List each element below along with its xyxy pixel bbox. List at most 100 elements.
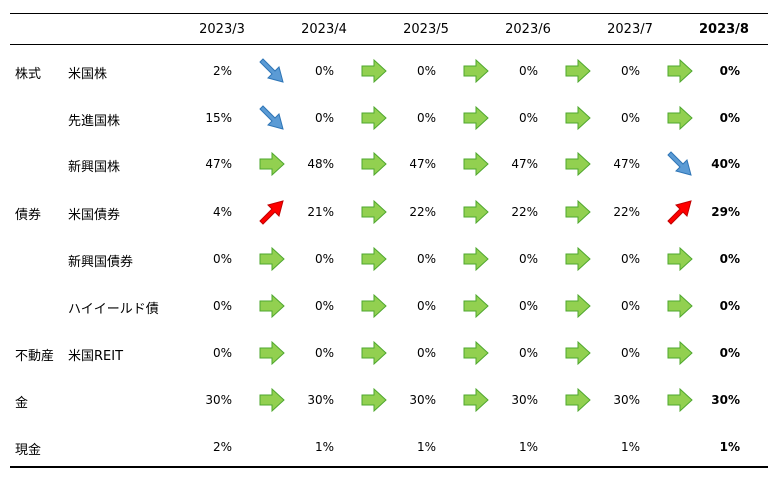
column-header: 2023/6	[505, 22, 551, 37]
value-cell: 0%	[719, 299, 740, 313]
value-cell: 2%	[212, 64, 232, 78]
value-cell: 40%	[711, 157, 740, 171]
value-cell: 22%	[613, 205, 640, 219]
value-cell: 0%	[620, 252, 640, 266]
value-cell: 22%	[409, 205, 436, 219]
right-arrow-icon	[258, 386, 286, 414]
right-arrow-icon	[462, 150, 490, 178]
value-cell: 0%	[212, 252, 232, 266]
table-top-rule	[10, 13, 768, 14]
value-cell: 30%	[409, 393, 436, 407]
value-cell: 0%	[314, 346, 334, 360]
right-arrow-icon	[360, 198, 388, 226]
value-cell: 0%	[719, 111, 740, 125]
value-cell: 0%	[518, 252, 538, 266]
value-cell: 30%	[613, 393, 640, 407]
value-cell: 0%	[212, 346, 232, 360]
down-right-arrow-icon	[666, 150, 694, 178]
value-cell: 47%	[613, 157, 640, 171]
right-arrow-icon	[666, 104, 694, 132]
right-arrow-icon	[666, 245, 694, 273]
value-cell: 0%	[416, 299, 436, 313]
category-label: 株式	[15, 67, 42, 82]
right-arrow-icon	[258, 339, 286, 367]
right-arrow-icon	[360, 386, 388, 414]
right-arrow-icon	[462, 245, 490, 273]
value-cell: 0%	[518, 64, 538, 78]
value-cell: 0%	[620, 346, 640, 360]
right-arrow-icon	[462, 339, 490, 367]
right-arrow-icon	[462, 292, 490, 320]
right-arrow-icon	[666, 386, 694, 414]
right-arrow-icon	[564, 198, 592, 226]
value-cell: 48%	[307, 157, 334, 171]
value-cell: 22%	[511, 205, 538, 219]
right-arrow-icon	[564, 339, 592, 367]
right-arrow-icon	[462, 57, 490, 85]
value-cell: 0%	[719, 64, 740, 78]
value-cell: 30%	[205, 393, 232, 407]
column-header: 2023/5	[403, 22, 449, 37]
right-arrow-icon	[462, 386, 490, 414]
right-arrow-icon	[258, 245, 286, 273]
down-right-arrow-icon	[258, 57, 286, 85]
table-header-rule	[10, 44, 768, 45]
value-cell: 1%	[416, 440, 436, 454]
category-label: 不動産	[15, 349, 55, 364]
right-arrow-icon	[258, 150, 286, 178]
asset-label: 先進国株	[68, 114, 121, 129]
right-arrow-icon	[360, 245, 388, 273]
value-cell: 0%	[416, 64, 436, 78]
right-arrow-icon	[666, 292, 694, 320]
value-cell: 21%	[307, 205, 334, 219]
value-cell: 0%	[518, 111, 538, 125]
column-header: 2023/3	[199, 22, 245, 37]
asset-label: 米国株	[68, 67, 108, 82]
value-cell: 47%	[205, 157, 232, 171]
right-arrow-icon	[564, 150, 592, 178]
right-arrow-icon	[360, 57, 388, 85]
value-cell: 0%	[620, 299, 640, 313]
value-cell: 29%	[711, 205, 740, 219]
asset-label: 米国REIT	[68, 349, 124, 364]
value-cell: 1%	[620, 440, 640, 454]
value-cell: 0%	[719, 252, 740, 266]
right-arrow-icon	[564, 104, 592, 132]
right-arrow-icon	[564, 386, 592, 414]
category-label: 金	[15, 396, 29, 411]
asset-label: 新興国債券	[68, 255, 134, 270]
value-cell: 30%	[307, 393, 334, 407]
asset-label: ハイイールド債	[68, 302, 159, 317]
value-cell: 1%	[719, 440, 740, 454]
right-arrow-icon	[360, 104, 388, 132]
value-cell: 1%	[518, 440, 538, 454]
value-cell: 0%	[620, 111, 640, 125]
value-cell: 30%	[511, 393, 538, 407]
value-cell: 1%	[314, 440, 334, 454]
column-header: 2023/4	[301, 22, 347, 37]
right-arrow-icon	[360, 292, 388, 320]
right-arrow-icon	[666, 339, 694, 367]
asset-label: 米国債券	[68, 208, 121, 223]
right-arrow-icon	[564, 57, 592, 85]
asset-label: 新興国株	[68, 160, 121, 175]
category-label: 現金	[15, 443, 42, 458]
right-arrow-icon	[666, 57, 694, 85]
value-cell: 0%	[518, 346, 538, 360]
value-cell: 0%	[416, 346, 436, 360]
value-cell: 47%	[409, 157, 436, 171]
right-arrow-icon	[564, 245, 592, 273]
column-header: 2023/7	[607, 22, 653, 37]
value-cell: 47%	[511, 157, 538, 171]
value-cell: 0%	[518, 299, 538, 313]
right-arrow-icon	[564, 292, 592, 320]
value-cell: 30%	[711, 393, 740, 407]
value-cell: 0%	[620, 64, 640, 78]
table-bottom-rule	[10, 466, 768, 468]
value-cell: 15%	[205, 111, 232, 125]
category-label: 債券	[15, 208, 42, 223]
value-cell: 0%	[314, 252, 334, 266]
value-cell: 0%	[416, 252, 436, 266]
right-arrow-icon	[360, 150, 388, 178]
value-cell: 0%	[416, 111, 436, 125]
